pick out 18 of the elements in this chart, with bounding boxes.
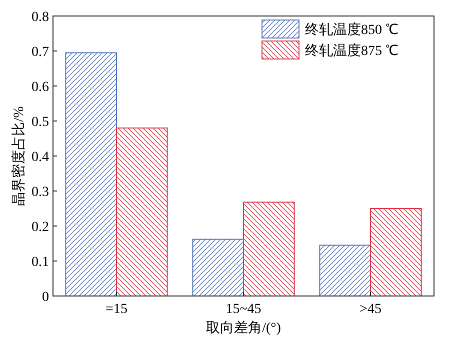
y-tick-label: 0 bbox=[42, 290, 49, 305]
y-tick-label: 0.3 bbox=[32, 185, 49, 200]
legend-item: 终轧温度850 ℃ bbox=[262, 20, 398, 38]
x-tick-label: =15 bbox=[106, 302, 128, 317]
legend-label: 终轧温度850 ℃ bbox=[305, 22, 398, 38]
y-tick-label: 0.4 bbox=[32, 150, 49, 165]
x-tick-label: >45 bbox=[360, 302, 382, 317]
legend-label: 终轧温度875 ℃ bbox=[305, 43, 398, 59]
x-axis-title: 取向差角/(°) bbox=[206, 320, 282, 336]
legend-item: 终轧温度875 ℃ bbox=[262, 40, 398, 60]
y-tick-label: 0.7 bbox=[32, 45, 49, 60]
y-tick-label: 0.8 bbox=[32, 10, 49, 25]
x-tick-label: 15~45 bbox=[226, 302, 262, 317]
y-axis-title: 晶界密度占比/% bbox=[11, 106, 27, 206]
y-tick-label: 0.5 bbox=[32, 115, 49, 130]
y-tick-label: 0.2 bbox=[32, 220, 49, 235]
y-tick-label: 0.1 bbox=[32, 255, 49, 270]
y-tick-label: 0.6 bbox=[32, 80, 49, 95]
